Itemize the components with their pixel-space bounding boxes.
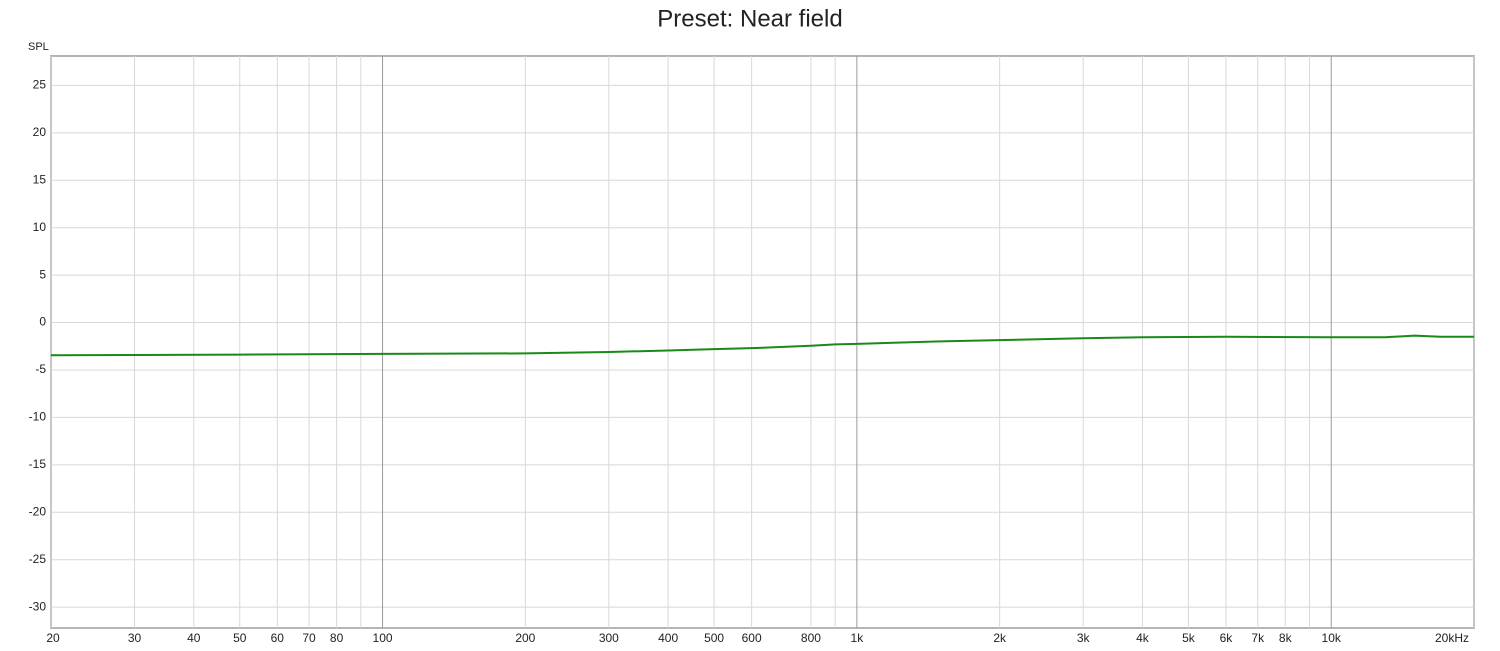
x-tick-label: 40 [187, 631, 201, 645]
x-tick-label: 7k [1251, 631, 1265, 645]
x-tick-label: 5k [1182, 631, 1196, 645]
x-tick-label: 800 [801, 631, 821, 645]
x-tick-label: 300 [599, 631, 619, 645]
x-tick-label: 2k [993, 631, 1007, 645]
x-tick-label: 6k [1220, 631, 1234, 645]
y-tick-label: 25 [33, 78, 47, 92]
x-tick-label: 8k [1279, 631, 1293, 645]
x-tick-label: 3k [1077, 631, 1091, 645]
x-tick-label: 70 [302, 631, 316, 645]
y-tick-label: -20 [29, 504, 47, 518]
x-tick-label: 10k [1322, 631, 1342, 645]
y-tick-label: -5 [35, 362, 46, 376]
x-tick-label: 50 [233, 631, 247, 645]
x-tick-label: 20 [46, 631, 60, 645]
x-tick-label: 600 [742, 631, 762, 645]
chart-title: Preset: Near field [657, 5, 842, 32]
y-tick-label: -25 [29, 552, 47, 566]
x-tick-label: 1k [851, 631, 865, 645]
y-tick-label: -10 [29, 410, 47, 424]
x-tick-label: 100 [373, 631, 393, 645]
y-tick-label: 10 [33, 220, 47, 234]
x-tick-label: 60 [271, 631, 285, 645]
x-tick-label: 200 [515, 631, 535, 645]
y-tick-label: 0 [39, 315, 46, 329]
y-tick-label: 5 [39, 267, 46, 281]
y-tick-label: 20 [33, 125, 47, 139]
plot-frame [50, 55, 1475, 629]
y-tick-label: -30 [29, 599, 47, 613]
x-tick-label: 500 [704, 631, 724, 645]
x-tick-label: 20kHz [1435, 631, 1469, 645]
x-tick-label: 80 [330, 631, 344, 645]
y-axis-label: SPL [28, 41, 49, 53]
x-tick-label: 4k [1136, 631, 1150, 645]
x-tick-label: 400 [658, 631, 678, 645]
y-tick-label: -15 [29, 457, 47, 471]
x-tick-label: 30 [128, 631, 142, 645]
y-tick-label: 15 [33, 172, 47, 186]
data-line [50, 334, 1474, 357]
